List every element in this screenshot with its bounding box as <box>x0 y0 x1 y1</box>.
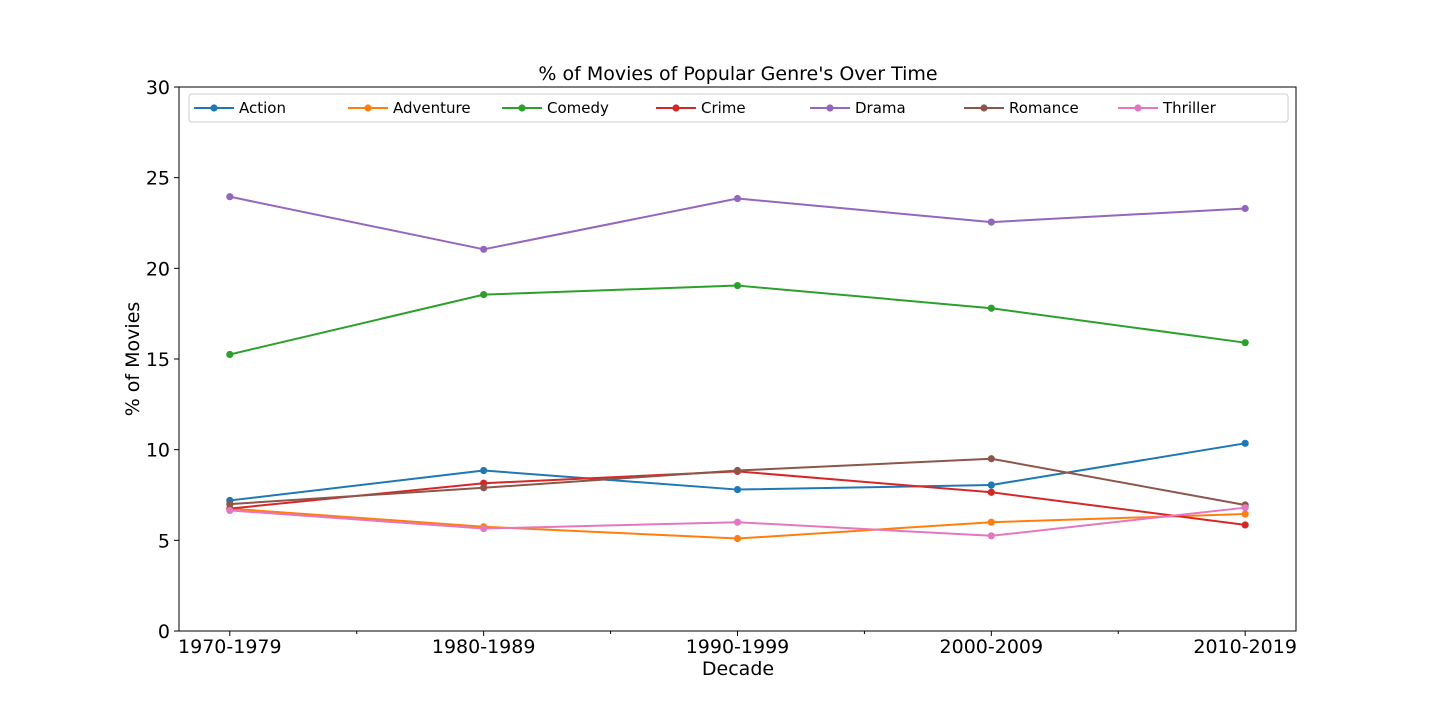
legend-label: Romance <box>1009 99 1079 117</box>
y-tick-label: 30 <box>146 77 170 99</box>
legend-entry-crime: Crime <box>656 99 746 117</box>
x-tick-label: 1990-1999 <box>686 636 790 658</box>
y-tick-label: 15 <box>146 349 170 371</box>
data-point-thriller <box>733 518 742 526</box>
plot-frame <box>178 86 1297 632</box>
data-point-drama <box>733 194 742 203</box>
data-point-comedy <box>226 350 234 359</box>
data-point-drama <box>226 193 234 201</box>
legend-entry-thriller: Thriller <box>1118 99 1217 117</box>
data-point-thriller <box>480 524 488 533</box>
legend-swatch-marker <box>364 104 372 112</box>
data-point-drama <box>987 218 995 226</box>
data-point-action <box>733 485 742 494</box>
legend-entry-action: Action <box>194 99 286 117</box>
legend-swatch-marker <box>210 104 218 112</box>
legend-label: Comedy <box>547 99 609 117</box>
data-point-romance <box>733 466 742 475</box>
legend-label: Adventure <box>393 99 471 117</box>
data-point-action <box>987 481 995 489</box>
legend-swatch-marker <box>518 104 526 112</box>
chart-title: % of Movies of Popular Genre's Over Time <box>538 63 937 85</box>
legend-label: Thriller <box>1162 99 1217 117</box>
legend-label: Drama <box>855 99 906 117</box>
data-point-thriller <box>1241 504 1249 512</box>
legend-swatch-marker <box>826 104 834 112</box>
data-point-drama <box>480 245 488 253</box>
series-line-crime <box>229 470 1246 526</box>
y-tick-label: 20 <box>146 258 170 280</box>
data-point-comedy <box>1241 339 1249 347</box>
legend-entry-comedy: Comedy <box>502 99 609 117</box>
data-point-crime <box>987 488 995 496</box>
series-line-comedy <box>229 284 1246 356</box>
legend-label: Action <box>239 99 286 117</box>
y-tick-label: 5 <box>158 530 170 552</box>
data-point-adventure <box>987 518 995 526</box>
series-line-drama <box>229 195 1246 251</box>
legend-entry-romance: Romance <box>964 99 1079 117</box>
series-comedy <box>226 281 1249 359</box>
data-point-romance <box>226 500 234 508</box>
y-tick-label: 0 <box>158 621 170 643</box>
x-tick-label: 1970-1979 <box>178 636 282 658</box>
legend-swatch-marker <box>672 104 680 112</box>
legend-box <box>188 93 1289 123</box>
legend: Action Adventure Comedy Crime Drama Romance Th… <box>188 93 1289 123</box>
data-point-action <box>480 466 488 475</box>
legend-label: Crime <box>701 99 746 117</box>
legend-entry-drama: Drama <box>810 99 906 117</box>
data-point-thriller <box>987 532 995 540</box>
y-tick-label: 10 <box>146 440 170 462</box>
data-point-adventure <box>733 534 742 543</box>
x-tick-label: 2000-2009 <box>940 636 1044 658</box>
series-romance <box>226 455 1249 509</box>
y-tick-label: 25 <box>146 168 170 190</box>
x-axis-label: Decade <box>702 658 774 680</box>
data-point-comedy <box>480 291 488 299</box>
legend-swatch-marker <box>980 104 988 112</box>
legend-swatch-marker <box>1134 104 1142 112</box>
series-lines <box>226 193 1249 543</box>
data-point-thriller <box>226 506 234 515</box>
data-point-drama <box>1241 204 1249 213</box>
data-point-action <box>1241 439 1249 447</box>
x-tick-label: 1980-1989 <box>432 636 536 658</box>
data-point-crime <box>1241 521 1249 529</box>
data-point-adventure <box>1241 510 1249 518</box>
axes: 0 5 10 15 20 25 30 1970-1979 1980-1989 1990-1999 2… <box>146 77 1297 658</box>
x-tick-label: 2010-2019 <box>1193 636 1297 658</box>
legend-entry-adventure: Adventure <box>348 99 471 117</box>
series-thriller <box>226 504 1249 540</box>
series-drama <box>226 193 1249 253</box>
data-point-romance <box>480 484 488 492</box>
data-point-comedy <box>733 281 742 290</box>
data-point-romance <box>987 455 995 463</box>
y-axis-label: % of Movies <box>122 302 144 417</box>
data-point-comedy <box>987 304 995 312</box>
